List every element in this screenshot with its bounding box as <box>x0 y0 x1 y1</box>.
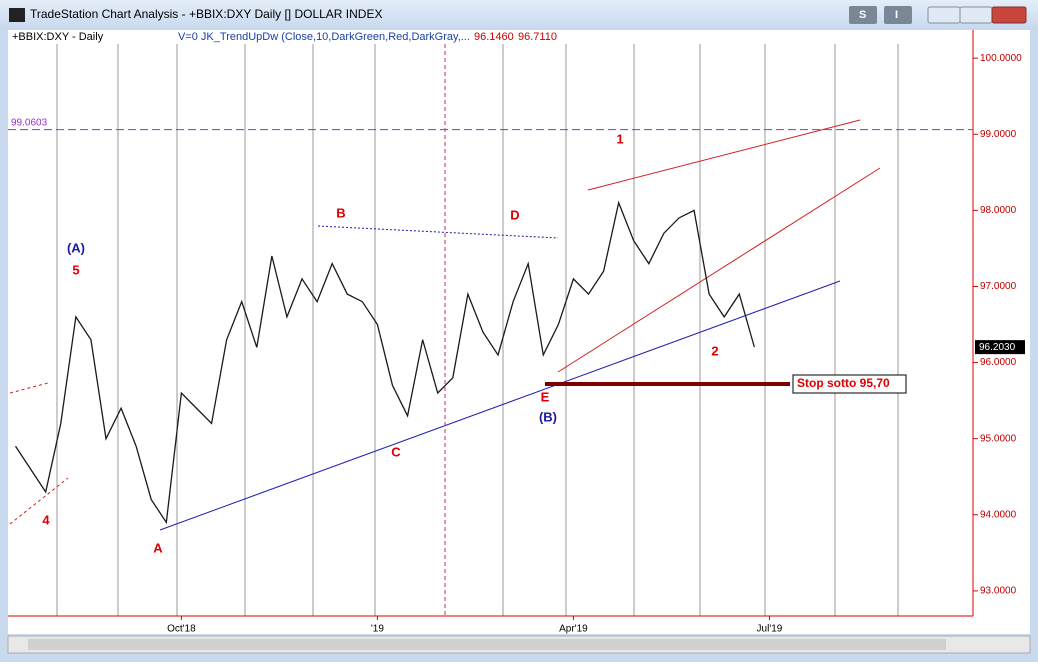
grid <box>56 44 899 616</box>
stop-label: Stop sotto 95,70 <box>797 376 890 390</box>
chart-area <box>8 30 1030 634</box>
last-price-box <box>975 340 1025 355</box>
trendline <box>557 167 881 373</box>
trendline <box>317 225 559 239</box>
trendline <box>9 477 69 525</box>
y-tick-label: 96.0000 <box>980 357 1017 368</box>
minimize-button[interactable] <box>927 6 961 24</box>
trendline <box>587 119 861 191</box>
x-tick-label: Oct'18 <box>167 624 196 635</box>
trendline <box>159 280 841 531</box>
stop-box <box>792 374 907 394</box>
wave-label: E <box>541 389 550 404</box>
symbol-label: +BBIX:DXY - Daily <box>12 31 104 43</box>
menu-button[interactable]: I <box>884 6 912 24</box>
level-label: 99.0603 <box>11 117 48 128</box>
wave-label: (B) <box>539 409 557 424</box>
wave-label: 2 <box>711 343 718 358</box>
y-tick-label: 95.0000 <box>980 433 1017 444</box>
trendlines <box>9 44 881 616</box>
indicator-value: 96.7110 <box>518 31 557 43</box>
maximize-button[interactable] <box>959 6 993 24</box>
trendline <box>9 382 49 394</box>
app-icon <box>9 8 25 22</box>
indicator-value: 96.1460 <box>474 31 514 43</box>
x-tick-label: Jul'19 <box>757 624 783 635</box>
x-tick-label: Apr'19 <box>559 624 588 635</box>
button-label[interactable]: I <box>895 9 898 21</box>
wave-label: D <box>510 207 519 222</box>
scrollbar-track[interactable] <box>28 639 946 650</box>
wave-label: (A) <box>67 240 85 255</box>
wave-label: B <box>336 205 345 220</box>
wave-label: A <box>153 540 163 555</box>
wave-label: 1 <box>616 131 623 146</box>
price-line <box>14 200 755 525</box>
y-tick-label: 94.0000 <box>980 509 1017 520</box>
close-button[interactable] <box>991 6 1027 24</box>
y-tick-label: 100.0000 <box>980 53 1022 64</box>
y-tick-label: 99.0000 <box>980 129 1017 140</box>
wave-label: 5 <box>72 262 79 277</box>
wave-label: C <box>391 444 401 459</box>
window-title: TradeStation Chart Analysis - +BBIX:DXY … <box>30 7 382 21</box>
last-price-label: 96.2030 <box>979 342 1016 353</box>
y-tick-label: 93.0000 <box>980 586 1017 597</box>
y-tick-label: 98.0000 <box>980 205 1017 216</box>
x-tick-label: '19 <box>371 624 384 635</box>
indicator-label: V=0 JK_TrendUpDw (Close,10,DarkGreen,Red… <box>178 31 470 43</box>
y-tick-label: 97.0000 <box>980 281 1017 292</box>
menu-button[interactable]: S <box>849 6 877 24</box>
wave-label: 4 <box>42 512 50 527</box>
button-label[interactable]: S <box>859 9 866 21</box>
